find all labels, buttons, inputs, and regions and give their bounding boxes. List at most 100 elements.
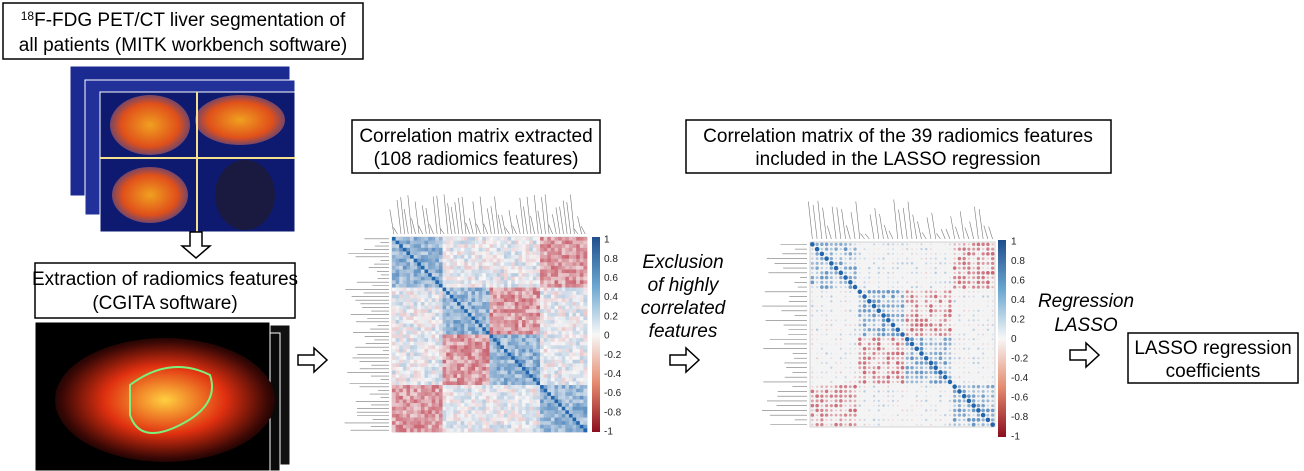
cell — [991, 390, 995, 393]
cell — [896, 356, 900, 360]
cell — [438, 370, 443, 375]
cell — [934, 414, 937, 416]
cell — [910, 318, 914, 322]
cell — [420, 237, 425, 241]
cell — [572, 385, 577, 389]
cell — [868, 276, 871, 279]
cell — [525, 276, 530, 281]
cell — [986, 252, 990, 256]
cell — [392, 385, 396, 389]
cell — [572, 280, 577, 285]
cell — [511, 327, 516, 332]
cell — [489, 392, 494, 397]
cell — [399, 388, 404, 393]
cell — [417, 388, 422, 393]
cell — [438, 258, 443, 263]
cell — [431, 395, 436, 400]
cell — [849, 290, 852, 293]
cell — [449, 302, 454, 306]
cell — [435, 320, 440, 324]
cell — [431, 363, 436, 368]
col-label — [411, 218, 416, 235]
cell — [493, 262, 498, 267]
cell — [583, 392, 588, 397]
cell — [565, 413, 570, 418]
cell — [953, 413, 957, 417]
cell — [402, 291, 407, 296]
cell — [991, 399, 994, 403]
cell — [410, 348, 414, 353]
cell — [464, 381, 469, 386]
cell — [392, 276, 396, 281]
cell — [952, 384, 957, 389]
cell — [460, 302, 465, 306]
cell — [835, 324, 837, 326]
cell — [428, 352, 433, 357]
cell — [547, 247, 552, 252]
cell — [543, 413, 548, 418]
cell — [925, 405, 927, 407]
cell — [896, 262, 899, 265]
col-label — [974, 206, 979, 240]
cell — [963, 362, 965, 364]
cell — [872, 318, 876, 322]
cell — [986, 324, 989, 327]
cell — [925, 252, 928, 255]
cell — [934, 404, 937, 407]
cell — [442, 240, 447, 245]
cell — [395, 327, 400, 332]
cell — [565, 348, 570, 353]
cell — [849, 319, 851, 321]
cell — [986, 280, 990, 285]
cell — [478, 251, 483, 256]
cell — [514, 280, 519, 285]
cell — [431, 255, 436, 259]
cell — [507, 287, 512, 292]
cell — [478, 385, 483, 389]
cell — [925, 309, 928, 312]
cell — [576, 269, 581, 274]
arrow — [297, 346, 329, 374]
cell — [438, 348, 443, 353]
cell — [543, 345, 548, 350]
cell — [952, 266, 957, 270]
cell — [890, 322, 896, 328]
cell — [417, 294, 422, 299]
cell — [478, 345, 483, 350]
cell — [471, 334, 476, 339]
cell — [489, 388, 494, 393]
cell — [518, 413, 523, 418]
cell — [540, 258, 544, 263]
cell — [503, 305, 508, 310]
cell — [475, 381, 479, 386]
cell — [511, 287, 516, 292]
cell — [438, 323, 443, 328]
cell — [554, 320, 559, 324]
cell — [547, 294, 552, 299]
cell — [554, 305, 559, 310]
cell — [572, 356, 577, 361]
cell — [835, 300, 837, 302]
cell — [811, 366, 814, 369]
cell — [973, 353, 975, 354]
col-label — [407, 195, 413, 235]
cell — [493, 363, 498, 368]
cell — [978, 300, 979, 302]
cell — [811, 286, 814, 289]
cell — [435, 413, 440, 418]
cell — [877, 276, 880, 279]
cell — [460, 377, 465, 382]
cell — [402, 269, 407, 274]
cell — [561, 338, 566, 343]
cell — [886, 366, 890, 370]
cell — [399, 345, 404, 350]
cell — [518, 294, 523, 299]
cell — [554, 395, 559, 400]
cell — [547, 327, 552, 332]
cell — [475, 385, 479, 389]
cell — [532, 294, 537, 299]
cell — [503, 392, 508, 397]
cell — [944, 423, 947, 426]
cell — [449, 385, 454, 389]
cell — [576, 352, 581, 357]
